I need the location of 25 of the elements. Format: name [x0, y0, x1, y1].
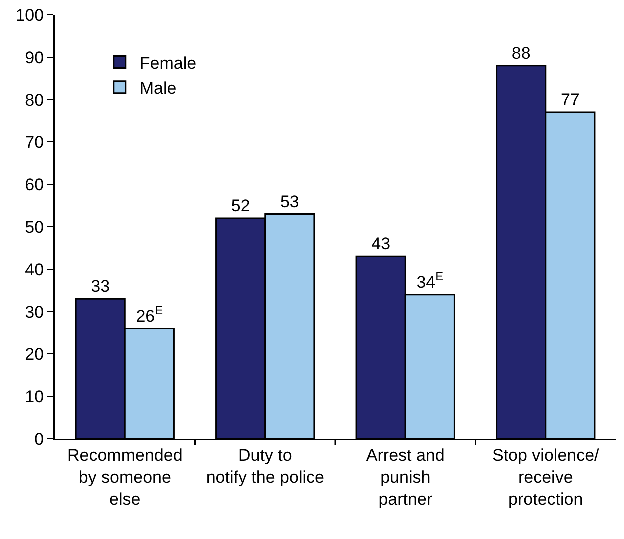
data-label: 77 — [560, 90, 580, 110]
y-tick-label: 40 — [25, 260, 44, 280]
x-tick-label: Arrest and punish partner — [366, 446, 445, 510]
data-label: 52 — [231, 196, 250, 216]
x-tick-label: Duty to notify the police — [206, 446, 324, 487]
x-tick-label: Stop violence/ receive protection — [492, 446, 600, 510]
y-tick-label: 10 — [25, 388, 44, 407]
y-tick-label: 30 — [25, 302, 44, 322]
data-label: 26$^{E}$ — [136, 304, 164, 326]
y-tick-label: 80 — [25, 90, 44, 110]
legend-label: Female — [140, 54, 197, 73]
y-tick-label: 100 — [16, 6, 44, 25]
data-label: 33 — [91, 277, 110, 296]
data-label: 88 — [512, 44, 531, 63]
y-tick-label: 0 — [34, 430, 44, 449]
x-tick-label: Recommended by someone else — [67, 446, 183, 510]
y-tick-label: 50 — [25, 218, 44, 237]
y-tick-label: 70 — [25, 133, 44, 152]
y-tick-label: 60 — [25, 176, 44, 195]
y-tick-label: 90 — [25, 48, 44, 68]
data-label: 34$^{E}$ — [416, 270, 444, 292]
legend-label: Male — [140, 78, 177, 98]
data-label: 43 — [372, 234, 391, 254]
y-tick-label: 20 — [25, 345, 44, 364]
data-label: 53 — [280, 192, 300, 212]
